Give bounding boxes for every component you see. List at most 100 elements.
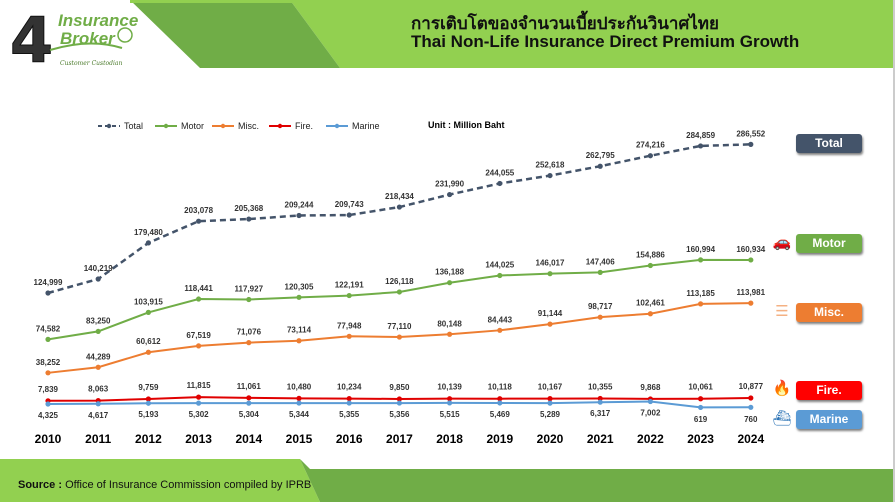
data-point-marine [196,400,202,406]
data-label-total: 274,216 [636,141,665,150]
data-label-fire: 7,839 [38,385,59,394]
data-point-motor [597,269,603,275]
data-point-motor [447,280,453,286]
data-label-misc: 98,717 [588,302,613,311]
data-label-fire: 11,061 [237,382,262,391]
tag-marine: Marine [796,410,862,429]
data-label-total: 286,552 [736,129,765,138]
data-label-total: 205,368 [234,204,263,213]
x-tick-label: 2012 [135,432,162,446]
data-point-marine [497,400,503,406]
x-tick-label: 2011 [85,432,111,446]
data-label-misc: 67,519 [186,331,211,340]
x-tick-label: 2022 [637,432,664,446]
data-label-marine: 4,325 [38,411,59,420]
legend-marker-misc [220,123,226,129]
x-tick-label: 2013 [185,432,212,446]
data-point-fire [246,395,252,401]
data-label-motor: 160,994 [686,245,715,254]
data-label-misc: 77,948 [337,321,362,330]
data-label-marine: 760 [744,415,758,424]
data-label-motor: 154,886 [636,251,665,260]
data-point-fire [748,395,754,401]
data-point-fire [346,395,352,402]
data-point-total [45,290,51,296]
tag-total: Total [796,134,862,153]
x-tick-label: 2017 [386,432,413,446]
data-label-fire: 10,480 [287,382,312,391]
data-label-misc: 84,443 [488,315,513,324]
legend-label-fire: Fire. [295,121,313,131]
data-point-total [246,216,252,222]
data-label-fire: 10,139 [437,383,462,392]
data-label-total: 209,743 [335,200,364,209]
data-label-marine: 6,317 [590,409,611,418]
data-label-total: 252,618 [536,161,565,170]
data-point-marine [145,400,151,406]
data-point-motor [196,296,202,302]
data-point-total [346,212,352,218]
data-point-motor [698,257,704,263]
ship-icon: ⛴ [772,409,792,427]
data-point-motor [547,271,553,277]
data-point-total [296,212,302,219]
tag-motor: Motor [796,234,862,253]
data-label-fire: 10,355 [588,382,613,391]
data-label-motor: 83,250 [86,316,111,325]
data-label-total: 209,244 [285,200,314,209]
data-label-motor: 117,927 [235,285,264,294]
data-point-misc [196,343,202,349]
data-point-motor [145,309,151,315]
globe-icon [117,27,133,43]
series-line-total [47,143,751,295]
data-label-marine: 5,515 [440,410,461,419]
data-point-fire [698,396,704,402]
data-point-marine [45,401,51,407]
data-label-total: 124,999 [34,278,63,287]
data-label-motor: 118,441 [184,284,213,293]
data-point-misc [447,331,453,337]
data-point-marine [296,400,302,406]
data-label-fire: 9,759 [138,383,159,392]
data-label-fire: 11,815 [187,381,212,390]
data-point-motor [647,262,654,269]
footer-banner [0,459,893,502]
data-label-fire: 10,167 [538,383,563,392]
data-point-motor [346,292,352,299]
data-label-total: 218,434 [385,192,414,201]
data-label-total: 262,795 [586,151,615,160]
data-label-fire: 9,850 [389,383,410,392]
data-label-total: 140,219 [84,264,113,273]
x-tick-label: 2020 [537,432,564,446]
data-point-misc [748,300,754,306]
data-label-misc: 38,252 [36,358,61,367]
data-point-total [396,204,402,210]
data-point-marine [547,400,553,406]
svg-text:Insurance: Insurance [58,11,138,30]
data-point-motor [246,296,252,303]
data-point-marine [748,404,754,410]
unit-label: Unit : Million Baht [428,120,505,130]
data-label-misc: 102,461 [636,299,665,308]
car-icon: 🚗 [772,233,792,251]
data-label-motor: 74,582 [36,324,61,333]
data-label-motor: 147,406 [586,257,615,266]
data-point-misc [547,321,553,327]
data-point-total [748,141,754,147]
data-label-misc: 113,185 [686,289,715,298]
data-label-total: 203,078 [184,206,213,215]
data-label-total: 231,990 [435,180,464,189]
data-label-fire: 8,063 [88,385,109,394]
x-tick-label: 2016 [336,432,363,446]
data-point-fire [296,395,302,401]
data-label-misc: 44,289 [86,352,111,361]
data-point-marine [246,400,252,406]
data-point-total [145,240,151,246]
data-label-misc: 71,076 [237,328,262,337]
list-icon: ☰ [775,302,789,320]
data-point-misc [497,327,503,333]
data-label-misc: 60,612 [136,337,161,346]
data-point-marine [698,404,704,411]
data-label-marine: 619 [694,415,708,424]
data-label-marine: 5,355 [339,410,360,419]
